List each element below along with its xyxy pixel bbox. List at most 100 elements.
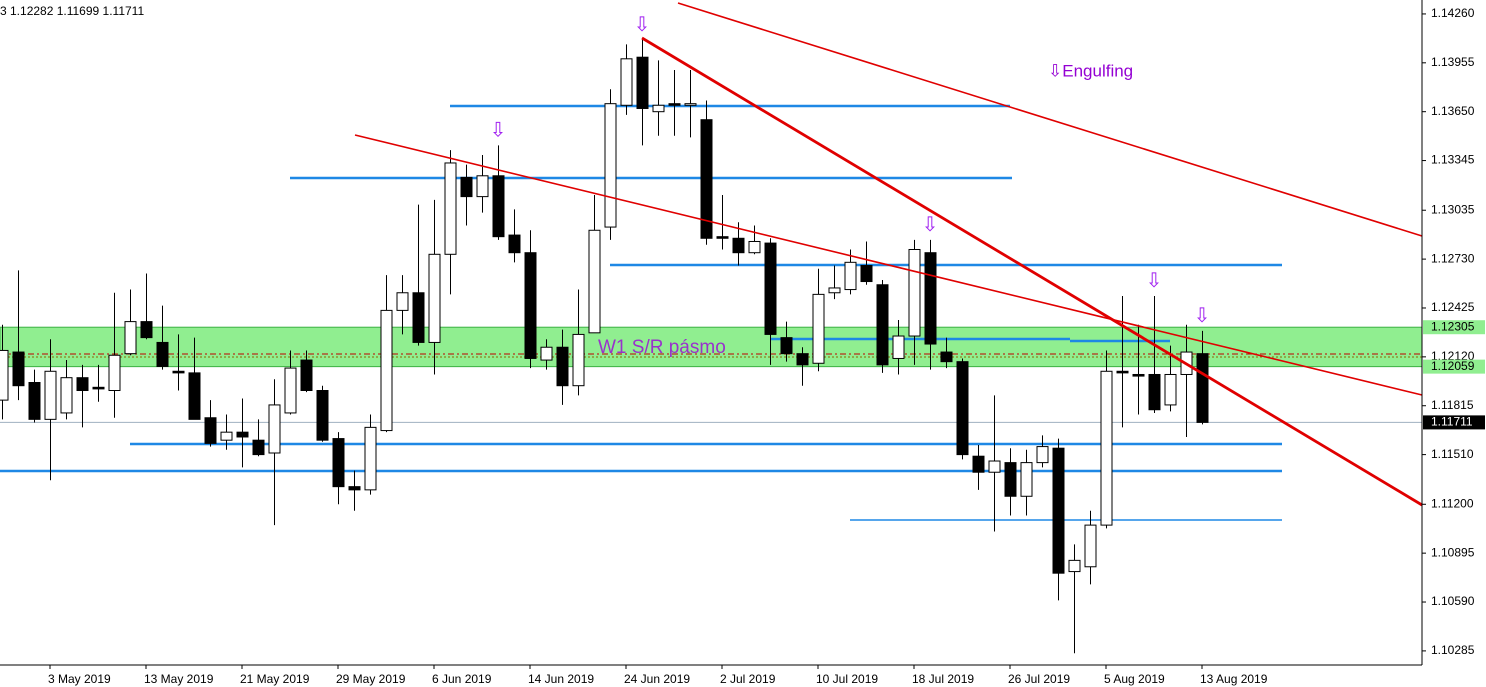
signal-arrow: ⇩ (922, 214, 939, 236)
candle-body (604, 103, 617, 228)
candle-body (396, 292, 409, 311)
candle-body (124, 321, 137, 355)
candle-body (444, 162, 457, 255)
y-tick-label: 1.11510 (1431, 447, 1474, 461)
candle-body (1196, 353, 1209, 423)
candle-body (236, 431, 249, 438)
candle-body (1164, 373, 1177, 406)
y-tick-label: 1.11815 (1431, 398, 1474, 412)
candle-body (1052, 447, 1065, 574)
candle-body (892, 335, 905, 359)
candle-body (812, 293, 825, 364)
candle-body (972, 455, 985, 473)
price-tag-label: 1.12059 (1431, 359, 1475, 373)
candle-body (476, 175, 489, 198)
candle-body (860, 265, 873, 283)
y-tick-label: 1.13650 (1431, 104, 1475, 118)
x-tick-label: 3 May 2019 (48, 672, 111, 686)
candle-body (252, 439, 265, 456)
candle-body (92, 386, 105, 390)
candle-body (1116, 370, 1129, 374)
y-tick-label: 1.14260 (1431, 6, 1475, 20)
signal-note: ⇩Engulfing (1048, 61, 1133, 80)
ohlc-header: 3 1.12282 1.11699 1.11711 (0, 4, 144, 18)
candle-body (924, 252, 937, 345)
y-tick-label: 1.13345 (1431, 153, 1475, 167)
candle-body (956, 361, 969, 456)
x-tick-label: 26 Jul 2019 (1008, 672, 1070, 686)
candle-body (524, 252, 537, 359)
candle-body (620, 58, 633, 106)
candle-body (700, 119, 713, 239)
candle-body (508, 234, 521, 254)
candle-body (1036, 446, 1049, 464)
x-tick-label: 6 Jun 2019 (432, 672, 492, 686)
candle-body (284, 367, 297, 414)
candle-body (364, 426, 377, 491)
candle-body (780, 337, 793, 355)
candle-body (188, 372, 201, 420)
candle-body (0, 349, 9, 401)
signal-arrow: ⇩ (1146, 270, 1163, 292)
candle-body (12, 351, 25, 387)
candles (0, 39, 1209, 654)
candle-body (76, 377, 89, 392)
candle-body (332, 438, 345, 488)
trendlines (354, 2, 1423, 507)
price-tag (1423, 320, 1485, 335)
signal-arrow: ⇩ (490, 120, 507, 142)
x-tick-label: 13 May 2019 (144, 672, 214, 686)
candle-body (1132, 373, 1145, 377)
candle-body (140, 321, 153, 339)
price-tag (1423, 359, 1485, 374)
candle-body (108, 354, 121, 392)
x-tick-label: 14 Jun 2019 (528, 672, 594, 686)
candle-body (348, 486, 361, 491)
candle-body (1084, 524, 1097, 568)
y-tick-label: 1.12425 (1431, 300, 1475, 314)
candle-body (268, 404, 281, 454)
candle-body (940, 351, 953, 363)
candle-body (172, 370, 185, 374)
candle-body (908, 248, 921, 337)
trend-line (677, 2, 1423, 237)
candle-body (428, 253, 441, 343)
candle-body (988, 460, 1001, 473)
candle-body (844, 261, 857, 291)
candle-body (684, 103, 697, 106)
candle-body (764, 242, 777, 335)
trend-line (354, 134, 1423, 396)
zone-label: W1 S/R pásmo (598, 337, 726, 358)
candle-body (572, 333, 585, 387)
signal-arrow: ⇩ (634, 14, 651, 36)
candle-body (156, 341, 169, 367)
candle-body (412, 292, 425, 343)
y-tick-label: 1.10285 (1431, 643, 1475, 657)
x-tick-label: 29 May 2019 (336, 672, 406, 686)
x-tick-label: 24 Jun 2019 (624, 672, 690, 686)
y-tick-label: 1.10590 (1431, 594, 1475, 608)
candle-body (44, 370, 57, 420)
y-tick-label: 1.12120 (1431, 349, 1475, 363)
y-tick-label: 1.11200 (1431, 496, 1474, 510)
candle-body (652, 104, 665, 113)
candle-body (300, 359, 313, 392)
candle-body (492, 175, 505, 238)
price-tag-label: 1.12305 (1431, 319, 1475, 333)
y-tick-label: 1.13955 (1431, 55, 1475, 69)
candle-body (204, 417, 217, 444)
candle-body (732, 237, 745, 254)
candle-body (220, 431, 233, 441)
x-tick-label: 13 Aug 2019 (1200, 672, 1268, 686)
candle-body (60, 377, 73, 414)
candle-body (796, 353, 809, 366)
y-tick-label: 1.12730 (1431, 251, 1475, 265)
candle-body (636, 56, 649, 109)
candle-body (1004, 462, 1017, 497)
candle-body (380, 309, 393, 432)
x-tick-label: 2 Jul 2019 (720, 672, 776, 686)
x-tick-label: 10 Jul 2019 (816, 672, 878, 686)
candle-body (460, 176, 473, 198)
